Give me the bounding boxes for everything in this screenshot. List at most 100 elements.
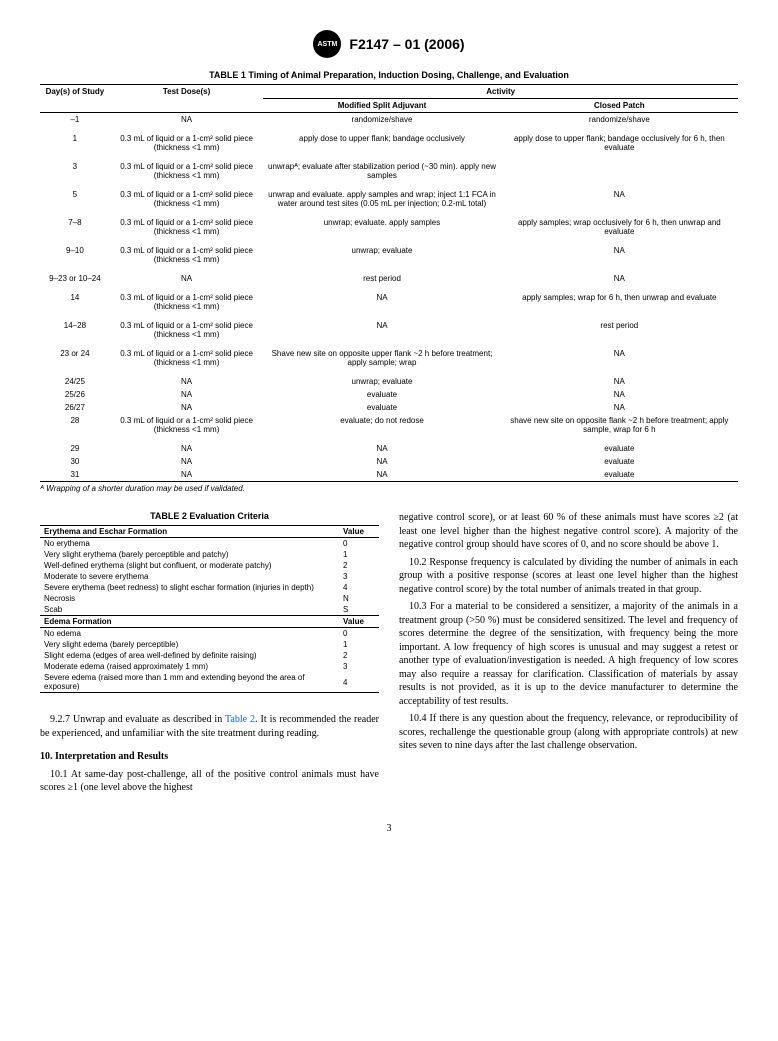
table2-title: TABLE 2 Evaluation Criteria bbox=[40, 511, 379, 521]
table1-cell-dose: NA bbox=[110, 455, 264, 468]
table2-cell-value: 0 bbox=[339, 538, 379, 550]
table1-cell-day: 28 bbox=[40, 414, 110, 436]
table1-head-dose: Test Dose(s) bbox=[110, 85, 264, 113]
table1-cell-msa: NA bbox=[263, 442, 500, 455]
section-10-heading: 10. Interpretation and Results bbox=[40, 750, 379, 764]
table1-row: 9–23 or 10–24NArest periodNA bbox=[40, 272, 738, 285]
table1-cell-day: 14 bbox=[40, 291, 110, 313]
table2-cell-value: 4 bbox=[339, 582, 379, 593]
table2-row: NecrosisN bbox=[40, 593, 379, 604]
table2-cell-label: Well-defined erythema (slight but conflu… bbox=[40, 560, 339, 571]
table1-cell-dose: 0.3 mL of liquid or a 1-cm² solid piece … bbox=[110, 188, 264, 210]
table2-cell-label: Severe erythema (beet redness) to slight… bbox=[40, 582, 339, 593]
table1-cell-dose: 0.3 mL of liquid or a 1-cm² solid piece … bbox=[110, 160, 264, 182]
table1-cell-msa: evaluate; do not redose bbox=[263, 414, 500, 436]
table1-cell-msa: unwrap; evaluate bbox=[263, 244, 500, 266]
para-10-3: 10.3 For a material to be considered a s… bbox=[399, 600, 738, 708]
table2-row: No edema0 bbox=[40, 628, 379, 640]
table1-cell-msa: NA bbox=[263, 291, 500, 313]
table1-cell-day: 26/27 bbox=[40, 401, 110, 414]
table1-cell-msa: evaluate bbox=[263, 388, 500, 401]
table1-cell-dose: 0.3 mL of liquid or a 1-cm² solid piece … bbox=[110, 244, 264, 266]
table1-cell-msa: unwrap and evaluate. apply samples and w… bbox=[263, 188, 500, 210]
para-10-1: 10.1 At same-day post-challenge, all of … bbox=[40, 768, 379, 795]
table1-cell-day: 9–10 bbox=[40, 244, 110, 266]
table1-cell-msa: apply dose to upper flank; bandage occlu… bbox=[263, 132, 500, 154]
table1-cell-msa: NA bbox=[263, 468, 500, 482]
table2-row: Severe edema (raised more than 1 mm and … bbox=[40, 672, 379, 693]
table1-cell-cp: NA bbox=[501, 347, 738, 369]
table1-head-day: Day(s) of Study bbox=[40, 85, 110, 113]
table1-cell-msa: unwrap; evaluate bbox=[263, 375, 500, 388]
table1-cell-day: 9–23 or 10–24 bbox=[40, 272, 110, 285]
table1-cell-cp: NA bbox=[501, 388, 738, 401]
table1-row: –1NArandomize/shaverandomize/shave bbox=[40, 113, 738, 127]
table2-cell-label: Very slight erythema (barely perceptible… bbox=[40, 549, 339, 560]
table1-row: 25/26NAevaluateNA bbox=[40, 388, 738, 401]
table1-cell-day: 29 bbox=[40, 442, 110, 455]
astm-logo-icon: ASTM bbox=[313, 30, 341, 58]
table2-cell-value: 3 bbox=[339, 661, 379, 672]
table1-cell-day: 1 bbox=[40, 132, 110, 154]
table2-cell-label: Necrosis bbox=[40, 593, 339, 604]
table1-cell-cp: NA bbox=[501, 188, 738, 210]
page-header: ASTM F2147 – 01 (2006) bbox=[40, 30, 738, 58]
table1-row: 14–280.3 mL of liquid or a 1-cm² solid p… bbox=[40, 319, 738, 341]
table2-value-header-1: Value bbox=[339, 526, 379, 538]
table2-cell-label: No erythema bbox=[40, 538, 339, 550]
table1-cell-cp: apply samples; wrap for 6 h, then unwrap… bbox=[501, 291, 738, 313]
table2-cell-value: 1 bbox=[339, 549, 379, 560]
table2-cell-value: 1 bbox=[339, 639, 379, 650]
table1-cell-cp: apply samples; wrap occlusively for 6 h,… bbox=[501, 216, 738, 238]
table1-row: 140.3 mL of liquid or a 1-cm² solid piec… bbox=[40, 291, 738, 313]
table1: Day(s) of Study Test Dose(s) Activity Mo… bbox=[40, 84, 738, 482]
table1-cell-day: 24/25 bbox=[40, 375, 110, 388]
table1-cell-day: 30 bbox=[40, 455, 110, 468]
page-number: 3 bbox=[40, 823, 738, 834]
table2-row: Moderate to severe erythema3 bbox=[40, 571, 379, 582]
table1-cell-dose: 0.3 mL of liquid or a 1-cm² solid piece … bbox=[110, 414, 264, 436]
table1-head-msa: Modified Split Adjuvant bbox=[263, 99, 500, 113]
table2-cell-value: S bbox=[339, 604, 379, 616]
table1-cell-dose: 0.3 mL of liquid or a 1-cm² solid piece … bbox=[110, 291, 264, 313]
table2-row: ScabS bbox=[40, 604, 379, 616]
table1-cell-dose: NA bbox=[110, 272, 264, 285]
table2-cell-label: Scab bbox=[40, 604, 339, 616]
table2-row: Well-defined erythema (slight but conflu… bbox=[40, 560, 379, 571]
table1-cell-cp: NA bbox=[501, 375, 738, 388]
table1-cell-msa: rest period bbox=[263, 272, 500, 285]
table1-row: 23 or 240.3 mL of liquid or a 1-cm² soli… bbox=[40, 347, 738, 369]
table1-cell-day: 23 or 24 bbox=[40, 347, 110, 369]
table1-cell-cp: rest period bbox=[501, 319, 738, 341]
table2-cell-value: N bbox=[339, 593, 379, 604]
table1-cell-cp: randomize/shave bbox=[501, 113, 738, 127]
table1-title: TABLE 1 Timing of Animal Preparation, In… bbox=[40, 70, 738, 80]
table1-row: 10.3 mL of liquid or a 1-cm² solid piece… bbox=[40, 132, 738, 154]
table1-cell-day: –1 bbox=[40, 113, 110, 127]
table2-cell-value: 2 bbox=[339, 650, 379, 661]
table1-row: 24/25NAunwrap; evaluateNA bbox=[40, 375, 738, 388]
table1-cell-msa: NA bbox=[263, 319, 500, 341]
table2-cell-label: Severe edema (raised more than 1 mm and … bbox=[40, 672, 339, 693]
table1-head-activity: Activity bbox=[263, 85, 738, 99]
table1-cell-day: 31 bbox=[40, 468, 110, 482]
table1-cell-cp: NA bbox=[501, 244, 738, 266]
table1-cell-dose: NA bbox=[110, 468, 264, 482]
table1-cell-msa: NA bbox=[263, 455, 500, 468]
table2-cell-value: 0 bbox=[339, 628, 379, 640]
table1-row: 31NANAevaluate bbox=[40, 468, 738, 482]
table1-cell-dose: 0.3 mL of liquid or a 1-cm² solid piece … bbox=[110, 347, 264, 369]
table2-row: No erythema0 bbox=[40, 538, 379, 550]
table1-cell-dose: NA bbox=[110, 442, 264, 455]
table1-row: 30NANAevaluate bbox=[40, 455, 738, 468]
para-9-2-7: 9.2.7 Unwrap and evaluate as described i… bbox=[40, 713, 379, 740]
link-table-2[interactable]: Table 2 bbox=[225, 714, 255, 725]
table1-row: 30.3 mL of liquid or a 1-cm² solid piece… bbox=[40, 160, 738, 182]
para-10-1-cont: negative control score), or at least 60 … bbox=[399, 511, 738, 552]
para-10-2: 10.2 Response frequency is calculated by… bbox=[399, 556, 738, 597]
table2-value-header-2: Value bbox=[339, 616, 379, 628]
table1-cell-dose: 0.3 mL of liquid or a 1-cm² solid piece … bbox=[110, 319, 264, 341]
table1-cell-dose: 0.3 mL of liquid or a 1-cm² solid piece … bbox=[110, 132, 264, 154]
table2-cell-value: 2 bbox=[339, 560, 379, 571]
table1-row: 26/27NAevaluateNA bbox=[40, 401, 738, 414]
